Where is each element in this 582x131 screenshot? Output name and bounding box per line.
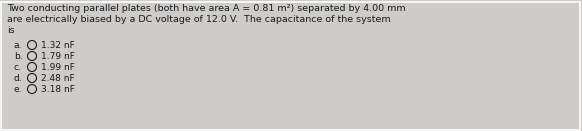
Text: 1.99 nF: 1.99 nF (41, 63, 75, 72)
Text: 1.79 nF: 1.79 nF (41, 52, 75, 61)
Text: 3.18 nF: 3.18 nF (41, 85, 75, 94)
Text: Two conducting parallel plates (both have area A = 0.81 m²) separated by 4.00 mm: Two conducting parallel plates (both hav… (7, 4, 406, 13)
Text: d.: d. (14, 74, 23, 83)
Text: e.: e. (14, 85, 23, 94)
Text: b.: b. (14, 52, 23, 61)
Text: 2.48 nF: 2.48 nF (41, 74, 74, 83)
Text: are electrically biased by a DC voltage of 12.0 V.  The capacitance of the syste: are electrically biased by a DC voltage … (7, 15, 391, 24)
Text: 1.32 nF: 1.32 nF (41, 41, 74, 50)
Text: c.: c. (14, 63, 22, 72)
Text: a.: a. (14, 41, 22, 50)
Text: is: is (7, 26, 15, 35)
